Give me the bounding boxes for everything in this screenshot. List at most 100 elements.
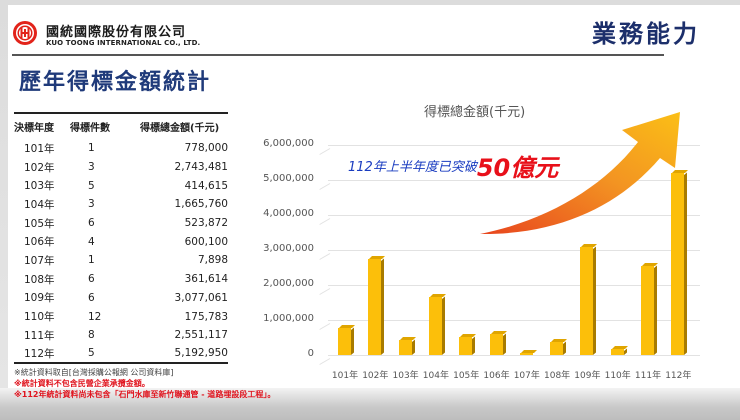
- bar-side: [502, 333, 506, 355]
- cell-year: 111年: [24, 329, 55, 342]
- x-axis-tick-label: 103年: [392, 371, 419, 381]
- y-axis-tick-label: 3,000,000: [263, 243, 314, 254]
- x-axis-tick-label: 102年: [362, 371, 389, 381]
- bottom-shadow: [0, 388, 740, 420]
- cell-amount: 523,872: [184, 217, 228, 230]
- x-axis-tick-label: 111年: [634, 371, 662, 381]
- x-axis-tick-label: 110年: [604, 371, 631, 381]
- gridline: [328, 145, 700, 146]
- bar-side: [654, 265, 657, 355]
- y-axis-tick-label: 2,000,000: [263, 278, 314, 289]
- bar-side: [351, 327, 354, 355]
- cell-count: 6: [88, 273, 95, 286]
- note-private-excluded: ※統計資料不包含民營企業承攬金額。: [14, 379, 150, 388]
- page-title: 歷年得標金額統計: [19, 70, 212, 95]
- cell-amount: 778,000: [184, 142, 228, 155]
- table-row: 111年 8 2,551,117: [14, 326, 228, 345]
- y-axis-tick-label: 6,000,000: [263, 138, 314, 149]
- company-name-en: KUO TOONG INTERNATIONAL CO., LTD.: [46, 39, 201, 47]
- bar: [459, 333, 477, 355]
- cell-year: 103年: [24, 180, 55, 193]
- bar: [338, 324, 355, 355]
- cell-year: 105年: [24, 217, 55, 230]
- bar: [580, 244, 598, 355]
- table-row: 110年 12 175,783: [14, 307, 228, 326]
- table-row: 104年 3 1,665,760: [14, 195, 228, 214]
- cell-year: 109年: [24, 292, 55, 305]
- upward-curved-arrow-icon: [480, 112, 680, 235]
- bar: [489, 330, 507, 355]
- cell-year: 108年: [24, 273, 55, 286]
- bar-side: [593, 246, 597, 355]
- header-divider: [12, 54, 664, 56]
- cell-amount: 5,192,950: [124, 344, 228, 365]
- x-axis-tick-label: 101年: [331, 371, 359, 381]
- table-row: 102年 3 2,743,481: [14, 158, 228, 177]
- cell-count: 1: [88, 254, 95, 267]
- x-axis-tick-label: 109年: [574, 371, 601, 381]
- cell-count: 6: [88, 291, 95, 304]
- bar: [610, 345, 628, 355]
- cell-count: 8: [88, 329, 95, 342]
- bar-top: [429, 293, 446, 297]
- award-statistics-table: 決標年度 得標件數 得標總金額(千元) 101年 1 778,000 102年 3 2,7…: [14, 112, 228, 365]
- cell-year: 106年: [24, 236, 55, 249]
- cell-count: 6: [88, 217, 95, 230]
- header-award-count: 得標件數: [70, 112, 124, 139]
- cell-count: 3: [88, 198, 95, 211]
- x-axis-tick-label: 104年: [422, 371, 449, 381]
- bar-top: [460, 333, 477, 337]
- section-title: 業務能力: [592, 20, 700, 48]
- cell-year: 112年: [14, 344, 70, 365]
- cell-amount: 175,783: [184, 310, 228, 323]
- bar: [519, 350, 537, 355]
- cell-amount: 600,100: [184, 235, 228, 248]
- bar: [550, 339, 568, 355]
- cell-amount: 3,077,061: [174, 291, 228, 304]
- bar-top: [520, 350, 537, 353]
- chart-title: 得標總金額(千元): [424, 105, 526, 120]
- y-axis-tick-label: 5,000,000: [263, 173, 314, 184]
- x-axis-tick-label: 108年: [544, 371, 571, 381]
- y-axis-tick-label: 4,000,000: [263, 208, 314, 219]
- callout-text: 112年上半年度已突破50億元: [348, 148, 558, 183]
- table-row: 107年 1 7,898: [14, 251, 228, 270]
- cell-year: 101年: [24, 142, 55, 155]
- cell-amount: 414,615: [184, 179, 228, 192]
- gridline: [328, 215, 700, 216]
- bar-top: [611, 345, 628, 349]
- footnotes: ※統計資料取自[台灣採購公報網 公司資料庫] ※統計資料不包含民營企業承攬金額。…: [14, 367, 275, 400]
- company-name-cn: 國統國際股份有限公司: [46, 25, 187, 40]
- table-row: 105年 6 523,872: [14, 214, 228, 233]
- note-source: ※統計資料取自[台灣採購公報網 公司資料庫]: [14, 368, 174, 377]
- callout-prefix: 112年上半年度已突破: [348, 160, 477, 175]
- cell-year: 110年: [24, 311, 55, 324]
- cell-amount: 361,614: [184, 273, 228, 286]
- header-award-amount: 得標總金額(千元): [124, 112, 228, 139]
- bar-side: [381, 258, 385, 355]
- x-axis-tick-label: 112年: [665, 371, 692, 381]
- callout-highlight: 50億元: [476, 154, 559, 182]
- gridline: [328, 180, 700, 181]
- y-axis-tick-label: 0: [307, 348, 314, 359]
- gridline: [328, 320, 700, 321]
- bar-side: [472, 336, 476, 355]
- bar: [428, 293, 446, 355]
- table-row: 106年 4 600,100: [14, 232, 228, 251]
- table-header-row: 決標年度 得標件數 得標總金額(千元): [14, 112, 228, 139]
- cell-count: 12: [88, 310, 102, 323]
- bar: [641, 262, 658, 355]
- note-112-pending: ※112年統計資料尚未包含「石門水庫至新竹聯通管 - 道路埋設段工程」。: [14, 390, 276, 399]
- x-axis-tick-label: 105年: [453, 371, 480, 381]
- cell-amount: 2,551,117: [174, 329, 228, 342]
- cell-count: 3: [88, 161, 95, 174]
- kt-circle-logo-icon: [13, 21, 37, 45]
- header-award-year: 決標年度: [14, 112, 70, 139]
- cell-year: 104年: [24, 198, 55, 211]
- cell-year: 102年: [24, 161, 55, 174]
- gridline: [328, 250, 700, 251]
- table-row: 109年 6 3,077,061: [14, 289, 228, 308]
- table-row: 112年 5 5,192,950: [14, 344, 228, 365]
- bar-top: [339, 324, 355, 328]
- cell-count: 5: [88, 179, 95, 192]
